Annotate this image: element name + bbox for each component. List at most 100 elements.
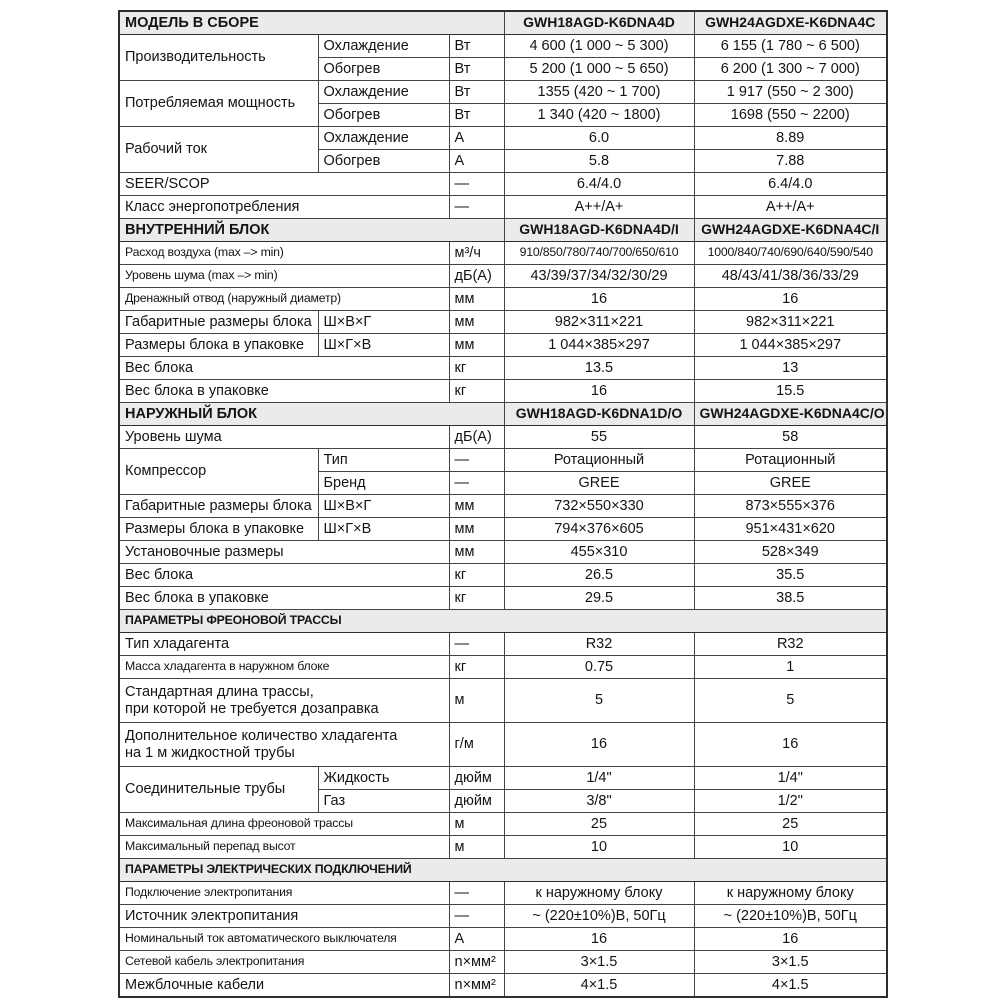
- unit-cell: дБ(А): [448, 425, 505, 449]
- table-row: Вес блока в упаковке кг 16 15.5: [118, 379, 888, 403]
- unit-cell: —: [448, 195, 505, 219]
- value-model-2: 528×349: [693, 540, 888, 564]
- table-row: Стандартная длина трассы, при которой не…: [118, 678, 888, 723]
- table-row: Номинальный ток автоматического выключат…: [118, 927, 888, 951]
- value-model-1: 3/8": [503, 789, 695, 813]
- param-sublabel: Охлаждение: [317, 80, 450, 104]
- value-model-1: GREE: [503, 471, 695, 495]
- param-label: Масса хладагента в наружном блоке: [118, 655, 450, 679]
- value-model-1: 5: [503, 678, 695, 723]
- unit-cell: n×мм²: [448, 973, 505, 998]
- value-model-2: A++/A+: [693, 195, 888, 219]
- unit-cell: м: [448, 835, 505, 859]
- value-model-1: 26.5: [503, 563, 695, 587]
- value-model-2: R32: [693, 632, 888, 656]
- table-row: Дренажный отвод (наружный диаметр) мм 16 16: [118, 287, 888, 311]
- value-model-2: 1/4": [693, 766, 888, 790]
- value-model-2: 5: [693, 678, 888, 723]
- param-sublabel: Охлаждение: [317, 126, 450, 150]
- value-model-2: 3×1.5: [693, 950, 888, 974]
- table-row: Максимальный перепад высот м 10 10: [118, 835, 888, 859]
- param-label: Соединительные трубы: [118, 766, 319, 813]
- value-model-2: Ротационный: [693, 448, 888, 472]
- value-model-2: GREE: [693, 471, 888, 495]
- table-row: Габаритные размеры блока Ш×В×Г мм 982×311×2…: [118, 310, 888, 334]
- value-model-2: 10: [693, 835, 888, 859]
- value-model-1: 16: [503, 287, 695, 311]
- param-sublabel: Охлаждение: [317, 34, 450, 58]
- value-model-1: 25: [503, 812, 695, 836]
- section-header: ПАРАМЕТРЫ ЭЛЕКТРИЧЕСКИХ ПОДКЛЮЧЕНИЙ: [118, 858, 888, 882]
- param-label: Уровень шума: [118, 425, 450, 449]
- table-row: Обогрев Вт 1 340 (420 ~ 1800) 1698 (550 ~ 2…: [119, 103, 888, 127]
- table-row: Вес блока кг 26.5 35.5: [118, 563, 888, 587]
- unit-cell: дюйм: [448, 766, 505, 790]
- value-model-1: 1 340 (420 ~ 1800): [503, 103, 695, 127]
- table-row: Рабочий ток Охлаждение А 6.0 8.89: [118, 126, 888, 173]
- table-row: Установочные размеры мм 455×310 528×349: [118, 540, 888, 564]
- model-header-1: GWH18AGD-K6DNA1D/O: [503, 402, 695, 426]
- param-label: Установочные размеры: [118, 540, 450, 564]
- unit-cell: А: [448, 126, 505, 150]
- param-sublabel: Обогрев: [317, 103, 450, 127]
- value-model-1: 16: [503, 379, 695, 403]
- section-header: ВНУТРЕННИЙ БЛОК: [118, 218, 505, 242]
- table-row: Обогрев А 5.8 7.88: [119, 149, 888, 173]
- value-model-1: 16: [503, 722, 695, 767]
- param-sublabel: Тип: [317, 448, 450, 472]
- param-label: Стандартная длина трассы, при которой не…: [118, 678, 450, 723]
- section-header: МОДЕЛЬ В СБОРЕ: [118, 10, 505, 35]
- table-row: Уровень шума (max –> min) дБ(А) 43/39/37/3…: [118, 264, 888, 288]
- value-model-1: 4 600 (1 000 ~ 5 300): [503, 34, 695, 58]
- unit-cell: мм: [448, 310, 505, 334]
- value-model-2: 873×555×376: [693, 494, 888, 518]
- value-model-1: 794×376×605: [503, 517, 695, 541]
- param-label: Вес блока: [118, 356, 450, 380]
- table-row: Газ дюйм 3/8" 1/2": [119, 789, 888, 813]
- value-model-1: A++/A+: [503, 195, 695, 219]
- unit-cell: А: [448, 927, 505, 951]
- table-row: Сетевой кабель электропитания n×мм² 3×1.5 3…: [118, 950, 888, 974]
- table-row: Потребляемая мощность Охлаждение Вт 1355 (4…: [118, 80, 888, 127]
- param-sublabel: Обогрев: [317, 149, 450, 173]
- value-model-1: 1 044×385×297: [503, 333, 695, 357]
- section-header-row: НАРУЖНЫЙ БЛОК GWH18AGD-K6DNA1D/O GWH24AGDX…: [118, 402, 888, 426]
- model-header-2: GWH24AGDXE-K6DNA4C: [693, 10, 888, 35]
- unit-cell: кг: [448, 563, 505, 587]
- value-model-2: 982×311×221: [693, 310, 888, 334]
- param-label: Класс энергопотребления: [118, 195, 450, 219]
- value-model-2: 25: [693, 812, 888, 836]
- param-label: Источник электропитания: [118, 904, 450, 928]
- param-label: Дополнительное количество хладагента на …: [118, 722, 450, 767]
- value-model-1: 4×1.5: [503, 973, 695, 998]
- unit-cell: дюйм: [448, 789, 505, 813]
- table-row: Дополнительное количество хладагента на …: [118, 722, 888, 767]
- table-row: SEER/SCOP —6.4/4.0 6.4/4.0: [118, 172, 888, 196]
- table-row: Компрессор Тип — Ротационный Ротационный: [118, 448, 888, 495]
- value-model-1: 455×310: [503, 540, 695, 564]
- unit-cell: —: [448, 471, 505, 495]
- table-row: Межблочные кабели n×мм² 4×1.5 4×1.5: [118, 973, 888, 998]
- value-model-2: 7.88: [693, 149, 888, 173]
- param-label: Размеры блока в упаковке: [118, 517, 319, 541]
- spec-table: МОДЕЛЬ В СБОРЕ GWH18AGD-K6DNA4D GWH24AGDXE…: [118, 10, 888, 998]
- value-model-1: R32: [503, 632, 695, 656]
- model-header-1: GWH18AGD-K6DNA4D: [503, 10, 695, 35]
- model-header-1: GWH18AGD-K6DNA4D/I: [503, 218, 695, 242]
- param-label: Размеры блока в упаковке: [118, 333, 319, 357]
- param-label: Сетевой кабель электропитания: [118, 950, 450, 974]
- value-model-1: 16: [503, 927, 695, 951]
- unit-cell: кг: [448, 356, 505, 380]
- value-model-1: 1/4": [503, 766, 695, 790]
- value-model-2: 1 917 (550 ~ 2 300): [693, 80, 888, 104]
- param-label: Вес блока в упаковке: [118, 586, 450, 610]
- param-label: Дренажный отвод (наружный диаметр): [118, 287, 450, 311]
- param-sublabel: Ш×Г×В: [317, 517, 450, 541]
- unit-cell: м: [448, 678, 505, 723]
- table-row: Масса хладагента в наружном блоке кг 0.75 1: [118, 655, 888, 679]
- value-model-1: 6.0: [503, 126, 695, 150]
- value-model-2: 16: [693, 287, 888, 311]
- unit-cell: м³/ч: [448, 241, 505, 265]
- value-model-2: 1000/840/740/690/640/590/540: [693, 241, 888, 265]
